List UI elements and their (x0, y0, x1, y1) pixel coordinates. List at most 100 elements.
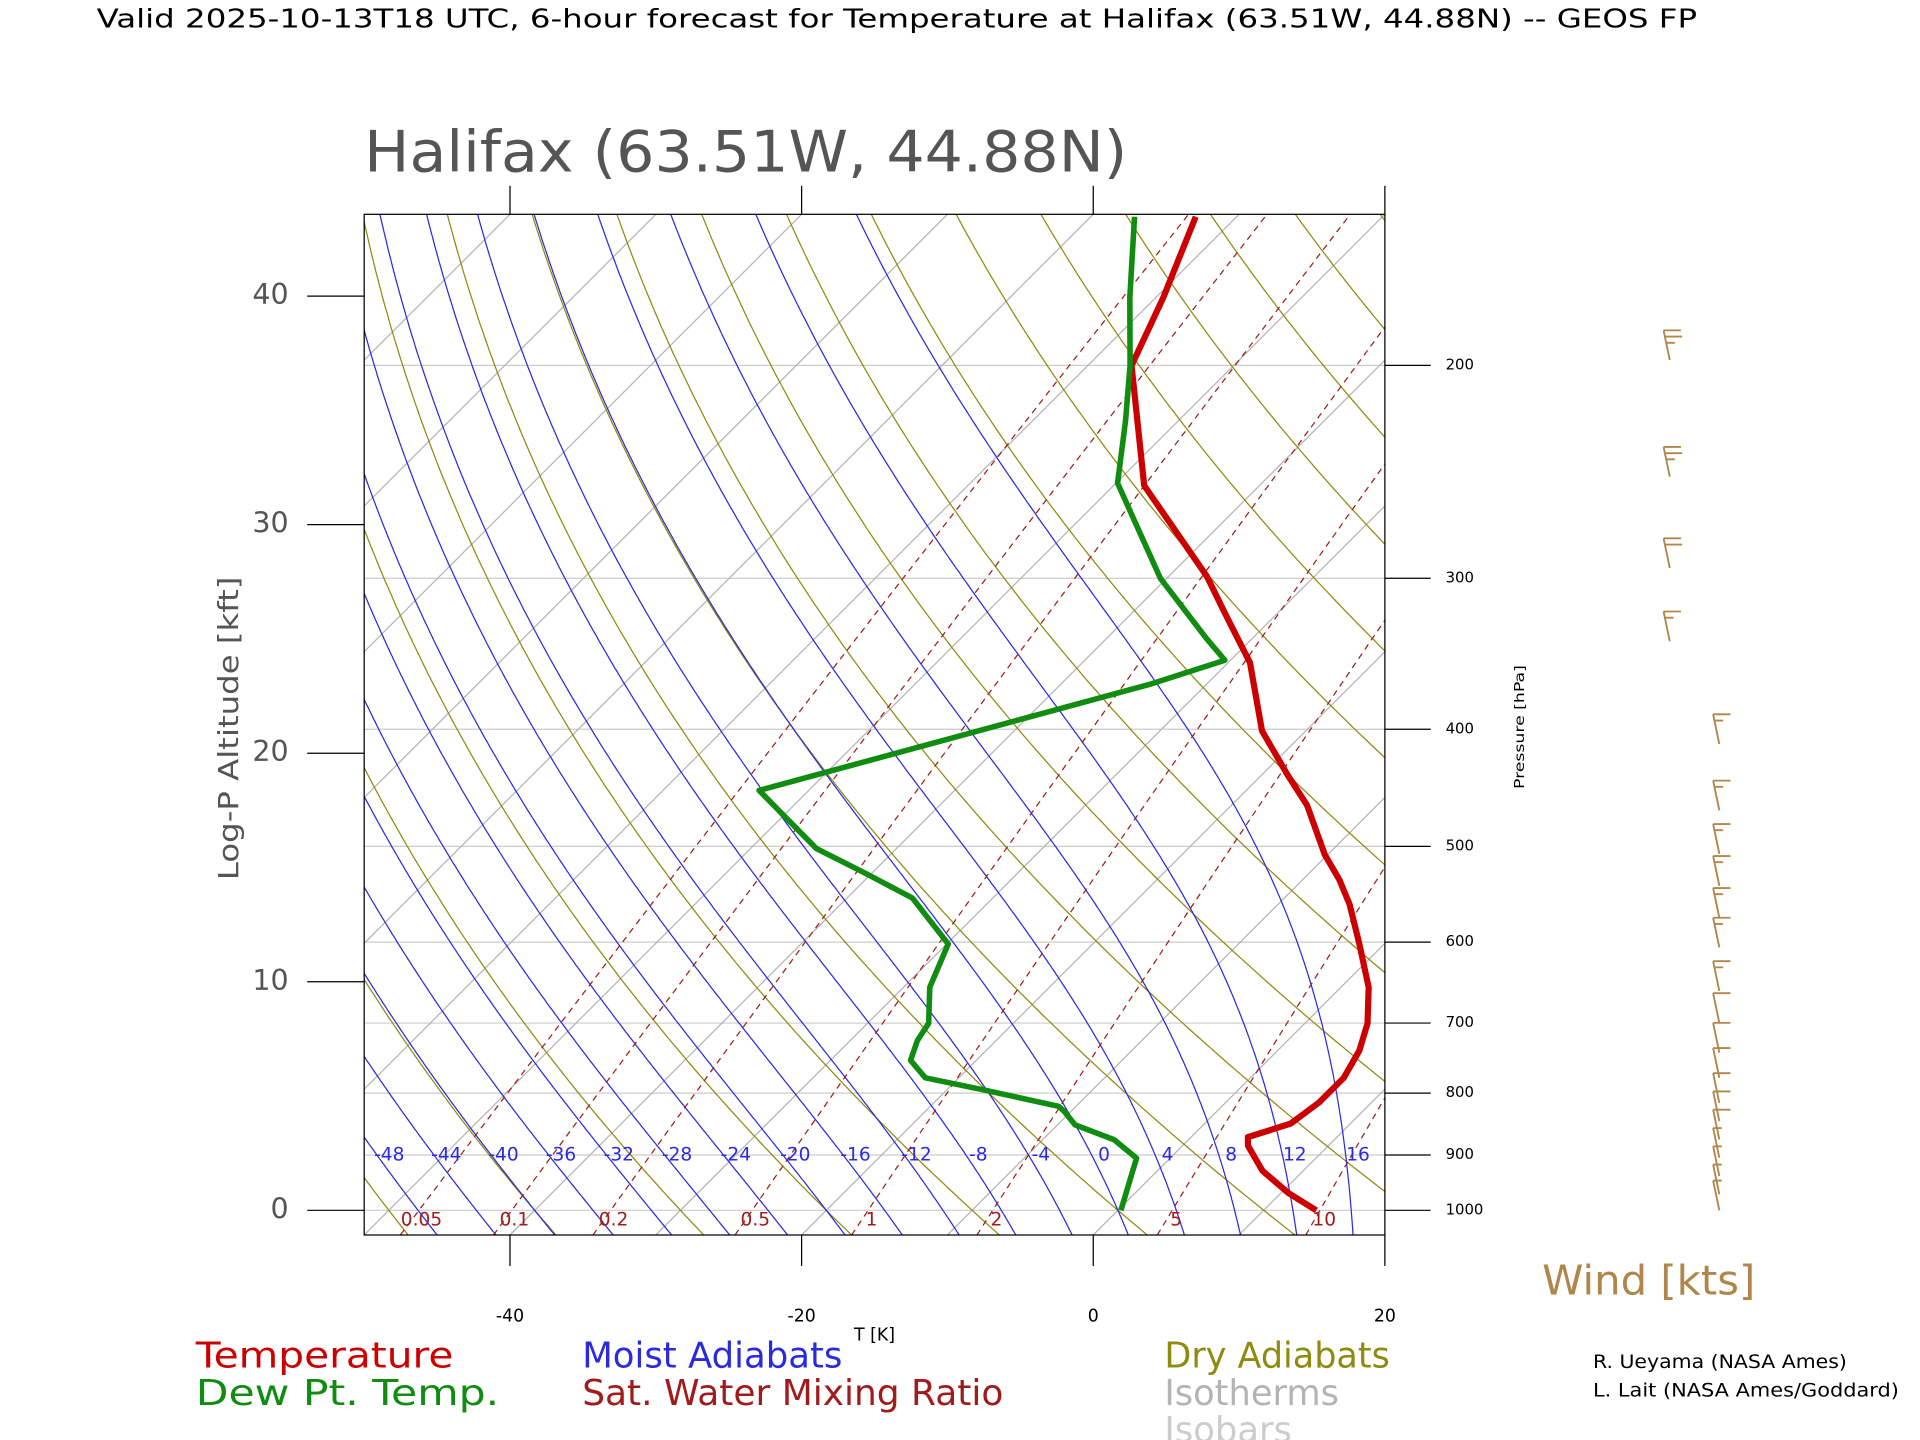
moist-adiabat (364, 328, 904, 1235)
mixing-ratio-line (734, 326, 1385, 1235)
moist-adiabat-label: -12 (901, 1144, 931, 1165)
y-tick-label: 0 (270, 1192, 288, 1225)
y-axis-label: Log-P Altitude [kft] (214, 577, 245, 880)
isotherm (364, 214, 657, 507)
wind-barb (1662, 446, 1683, 477)
isotherm (364, 214, 803, 653)
dry-adiabat (701, 214, 1385, 1083)
wind-barb (1712, 823, 1731, 854)
isotherm (364, 214, 1240, 1091)
wind-barb-shape (1712, 1021, 1731, 1053)
moist-adiabat-label: -24 (721, 1144, 751, 1165)
wind-barb (1712, 1021, 1731, 1053)
dry-adiabat (364, 527, 852, 1235)
wind-barb-shape (1712, 823, 1731, 854)
mixing-ratio-line (976, 619, 1385, 1235)
x-tick-label: 0 (1088, 1307, 1099, 1327)
legend-entry: Temperature (195, 1336, 454, 1377)
moist-adiabat (425, 214, 1017, 1235)
y2-tick-label: 300 (1446, 568, 1474, 586)
mixing-ratio-label: 0.05 (401, 1210, 442, 1231)
moist-adiabat-label: -36 (546, 1144, 576, 1165)
profile-line (1128, 215, 1372, 1213)
dry-adiabat (955, 214, 1385, 759)
plot-area (364, 214, 1385, 1235)
moist-adiabat-label: 12 (1283, 1144, 1307, 1165)
moist-adiabat-label: -16 (840, 1144, 870, 1165)
wind-barb-shape (1662, 446, 1683, 477)
wind-barb-shape (1712, 1072, 1731, 1104)
isotherm (801, 650, 1385, 1235)
moist-adiabat-label: 8 (1225, 1144, 1237, 1165)
y2-tick-label: 500 (1446, 836, 1474, 854)
wind-barb-shape (1712, 916, 1731, 948)
wind-barb (1712, 1108, 1731, 1140)
wind-barb (1712, 887, 1731, 918)
wind-barb-shape (1662, 537, 1683, 569)
wind-barb-shape (1712, 779, 1731, 811)
isotherm (946, 796, 1385, 1235)
y2-tick-label: 600 (1446, 932, 1474, 950)
legend-entry: Moist Adiabats (582, 1336, 842, 1377)
moist-adiabat (597, 214, 1186, 1235)
profile-line (756, 216, 1228, 1212)
y-tick-label: 30 (252, 507, 288, 540)
wind-barb (1712, 713, 1731, 745)
x-tick-label: -20 (787, 1307, 815, 1327)
moist-adiabat (364, 698, 731, 1235)
wind-barb-shape (1712, 992, 1731, 1024)
wind-barb (1712, 960, 1731, 992)
wind-barb-shape (1712, 1090, 1731, 1122)
isotherm (364, 214, 948, 799)
wind-barb (1712, 779, 1731, 811)
wind-barb-shape (1712, 887, 1731, 918)
legend-entry: Dew Pt. Temp. (196, 1373, 499, 1414)
mixing-ratio-label: 0.2 (599, 1210, 629, 1231)
mixing-ratio-label: 0.1 (500, 1210, 530, 1231)
moist-adiabat (364, 1136, 438, 1235)
wind-barb (1712, 1090, 1731, 1122)
y2-tick-label: 200 (1446, 355, 1474, 373)
isotherm (509, 359, 1385, 1235)
moist-adiabat (755, 214, 1298, 1235)
moist-adiabat (364, 471, 846, 1235)
mixing-ratio-label: 0.5 (741, 1210, 771, 1231)
wind-barb (1712, 992, 1731, 1024)
moist-adiabat-label: -44 (431, 1144, 461, 1165)
wind-barb (1662, 537, 1683, 569)
moist-adiabat-label: -40 (488, 1144, 518, 1165)
y-tick-label: 20 (252, 735, 288, 768)
legend-entry: Isobars (1164, 1410, 1292, 1440)
moist-adiabat (855, 214, 1354, 1235)
wind-barb-shape (1712, 713, 1731, 745)
dry-adiabat (1040, 214, 1385, 652)
mixing-ratio-line (1305, 1096, 1385, 1235)
moist-adiabat (533, 214, 1129, 1235)
y2-tick-label: 1000 (1446, 1200, 1484, 1218)
dry-adiabat (616, 214, 1385, 1193)
isotherm (364, 214, 1094, 945)
x-tick-label: 20 (1374, 1307, 1396, 1327)
legend-entry: Isotherms (1164, 1373, 1339, 1414)
credit: L. Lait (NASA Ames/Goddard) (1593, 1381, 1899, 1402)
dry-adiabat (1209, 214, 1385, 439)
dry-adiabat (786, 214, 1385, 974)
dry-adiabat (364, 978, 557, 1235)
dry-adiabat (446, 214, 1148, 1235)
mixing-ratio-line (851, 462, 1385, 1235)
mixing-ratio-label: 2 (990, 1210, 1002, 1231)
y2-tick-label: 700 (1446, 1013, 1474, 1031)
wind-barb (1712, 1072, 1731, 1104)
wind-barb (1662, 610, 1681, 642)
wind-barb-shape (1662, 329, 1683, 361)
wind-label: Wind [kts] (1542, 1256, 1755, 1304)
moist-adiabat-label: -4 (1032, 1144, 1051, 1165)
moist-adiabat (670, 214, 1242, 1235)
wind-barb (1712, 855, 1731, 886)
x-tick-label: -40 (496, 1307, 524, 1327)
wind-barb (1712, 1047, 1731, 1078)
isotherm (1092, 942, 1385, 1235)
wind-barb-shape (1712, 855, 1731, 886)
moist-adiabat (364, 591, 789, 1235)
